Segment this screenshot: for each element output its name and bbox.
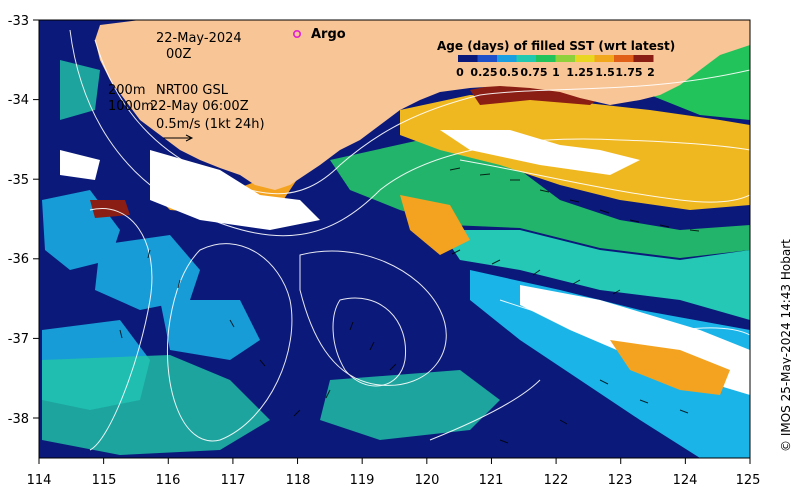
product-label: NRT00 GSL bbox=[156, 83, 229, 98]
lat-tick-label: -37 bbox=[8, 332, 29, 347]
colorbar-swatch bbox=[516, 55, 537, 62]
colorbar-swatch bbox=[458, 55, 478, 62]
isobath-contours bbox=[69, 29, 750, 451]
lon-tick-label: 115 bbox=[92, 473, 117, 488]
current-vectors bbox=[119, 167, 700, 444]
green-shelf-band bbox=[330, 140, 750, 258]
lon-tick-label: 117 bbox=[221, 473, 246, 488]
latitude-axis: -33 -34 -35 -36 -37 -38 bbox=[8, 14, 29, 427]
scale-arrow bbox=[163, 134, 194, 142]
colorbar-swatch bbox=[497, 55, 517, 62]
colorbar-title: Age (days) of filled SST (wrt latest) bbox=[437, 39, 675, 53]
latitude-tick-marks bbox=[33, 19, 39, 419]
colorbar-swatch bbox=[555, 55, 576, 62]
colorbar-ticks: 0 0.25 0.5 0.75 1 1.25 1.5 1.75 2 bbox=[456, 66, 655, 79]
isobath-1000-label: 1000m bbox=[108, 99, 154, 114]
map-plot-area bbox=[39, 20, 750, 458]
colorbar-swatch bbox=[594, 55, 615, 62]
colorbar-tick-label: 0.75 bbox=[520, 66, 547, 79]
land-mass bbox=[95, 20, 750, 190]
colorbar-swatch bbox=[614, 55, 634, 62]
product-time-label: 22-May 06:00Z bbox=[150, 99, 249, 114]
colorbar-tick-label: 2 bbox=[647, 66, 655, 79]
colorbar-swatch bbox=[536, 55, 556, 62]
western-cyan-patches bbox=[42, 190, 260, 410]
lon-tick-label: 119 bbox=[350, 473, 375, 488]
orange-patch-south bbox=[610, 340, 730, 395]
lat-tick-label: -38 bbox=[8, 412, 29, 427]
credit-label: © IMOS 25-May-2024 14:43 Hobart bbox=[779, 239, 791, 452]
lon-tick-label: 118 bbox=[286, 473, 311, 488]
dark-red-coastal bbox=[90, 80, 600, 218]
lat-tick-label: -36 bbox=[8, 252, 29, 267]
western-teal-patches bbox=[42, 60, 500, 455]
argo-float-marker bbox=[292, 29, 301, 38]
colorbar-swatch bbox=[477, 55, 498, 62]
lon-tick-label: 121 bbox=[479, 473, 504, 488]
date-label: 22-May-2024 bbox=[156, 31, 242, 46]
colorbar-tick-label: 0.25 bbox=[470, 66, 497, 79]
lat-tick-label: -34 bbox=[8, 93, 29, 108]
lon-tick-label: 124 bbox=[673, 473, 698, 488]
colorbar-tick-label: 1.5 bbox=[595, 66, 615, 79]
teal-band-southeast bbox=[440, 230, 750, 320]
colorbar-tick-label: 1.75 bbox=[615, 66, 642, 79]
colorbar-tick-label: 1.25 bbox=[566, 66, 593, 79]
time-label: 00Z bbox=[166, 47, 192, 62]
argo-label: Argo bbox=[311, 27, 346, 42]
lon-tick-label: 122 bbox=[544, 473, 569, 488]
longitude-axis: 114 115 116 117 118 119 120 121 122 123 … bbox=[27, 473, 761, 488]
colorbar-tick-label: 1 bbox=[552, 66, 560, 79]
map-annotations: 22-May-2024 00Z 200m NRT00 GSL 1000m 22-… bbox=[108, 27, 346, 132]
scale-arrow-label: 0.5m/s (1kt 24h) bbox=[156, 117, 265, 132]
lon-tick-label: 116 bbox=[156, 473, 181, 488]
colorbar-tick-label: 0 bbox=[456, 66, 464, 79]
lat-tick-label: -35 bbox=[8, 173, 29, 188]
isobath-200-label: 200m bbox=[108, 83, 145, 98]
lon-tick-label: 123 bbox=[608, 473, 633, 488]
longitude-tick-marks bbox=[38, 458, 751, 464]
lat-tick-label: -33 bbox=[8, 14, 29, 29]
white-coastal-gaps bbox=[60, 130, 640, 230]
colorbar-swatch bbox=[575, 55, 595, 62]
lon-tick-label: 125 bbox=[736, 473, 761, 488]
colorbar bbox=[458, 55, 654, 62]
colorbar-swatch bbox=[633, 55, 654, 62]
lon-tick-label: 120 bbox=[415, 473, 440, 488]
lon-tick-label: 114 bbox=[27, 473, 52, 488]
cyan-band-southeast bbox=[470, 270, 750, 458]
plot-frame bbox=[38, 19, 751, 459]
colorbar-tick-label: 0.5 bbox=[499, 66, 519, 79]
